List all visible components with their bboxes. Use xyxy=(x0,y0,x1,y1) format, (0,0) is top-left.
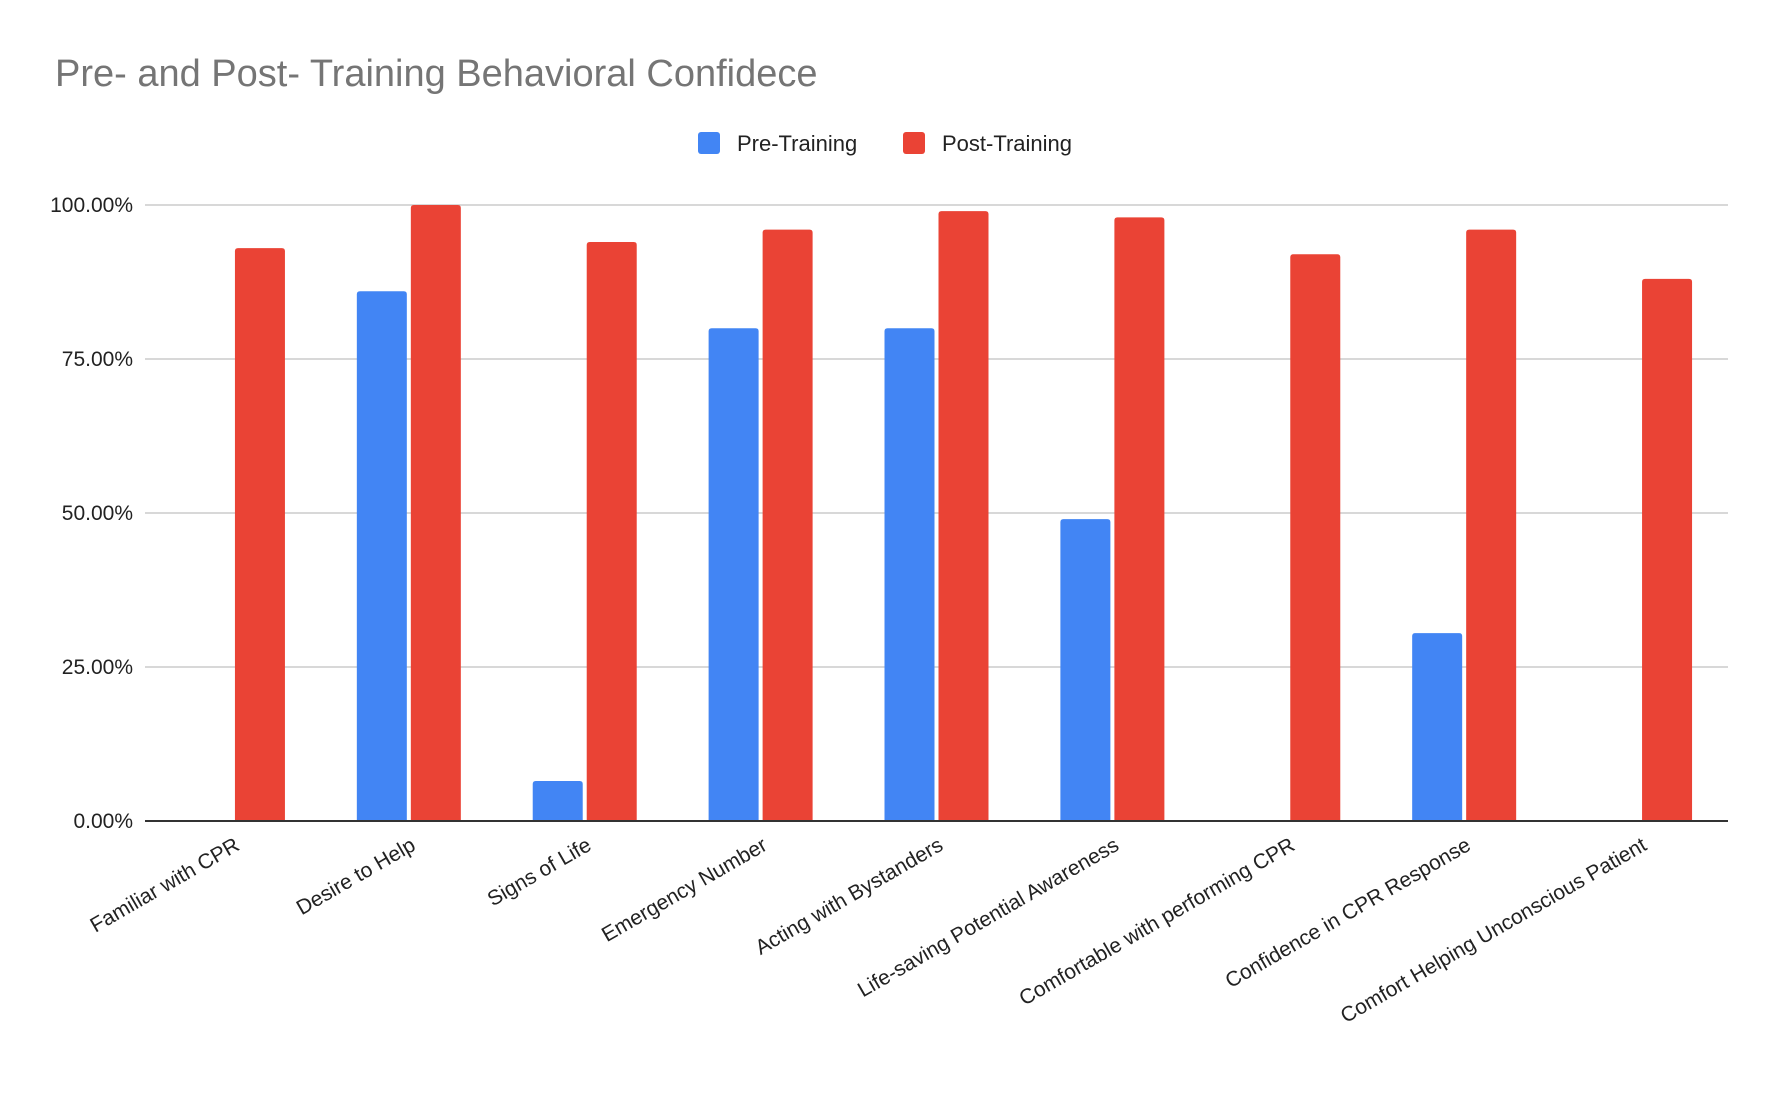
legend-swatch-post xyxy=(903,132,925,154)
bar-post-6 xyxy=(1290,254,1341,821)
bar-pre-1 xyxy=(356,291,407,821)
bar-post-0 xyxy=(234,248,285,821)
chart-title: Pre- and Post- Training Behavioral Confi… xyxy=(55,53,818,95)
legend-label-pre: Pre-Training xyxy=(737,131,857,156)
legend-label-post: Post-Training xyxy=(942,131,1072,156)
y-tick-label: 75.00% xyxy=(62,348,133,371)
legend-swatch-pre xyxy=(698,132,720,154)
bar-pre-4 xyxy=(884,328,935,821)
x-tick-label: Comfort Helping Unconscious Patient xyxy=(1337,833,1651,1028)
bar-pre-5 xyxy=(1060,519,1111,821)
x-tick-label: Comfortable with performing CPR xyxy=(1015,833,1298,1010)
x-axis-labels: Familiar with CPR Desire to Help Signs of … xyxy=(86,833,1650,1028)
x-tick-label: Signs of Life xyxy=(484,833,596,911)
bar-pre-7 xyxy=(1412,633,1463,821)
y-tick-label: 0.00% xyxy=(73,810,133,833)
gridlines xyxy=(145,204,1728,668)
legend: Pre-Training Post-Training xyxy=(698,131,1072,156)
y-tick-label: 25.00% xyxy=(62,656,133,679)
bar-post-8 xyxy=(1642,278,1693,821)
bar-post-2 xyxy=(586,241,637,821)
x-tick-label: Acting with Bystanders xyxy=(752,833,947,959)
y-tick-label: 50.00% xyxy=(62,502,133,525)
x-tick-label: Emergency Number xyxy=(598,833,771,946)
x-tick-label: Desire to Help xyxy=(293,833,420,919)
y-tick-label: 100.00% xyxy=(50,194,133,217)
x-tick-label: Familiar with CPR xyxy=(86,833,243,937)
bars xyxy=(234,205,1693,821)
bar-post-3 xyxy=(762,229,813,821)
bar-post-1 xyxy=(410,205,461,821)
bar-post-5 xyxy=(1114,217,1165,821)
bar-post-7 xyxy=(1466,229,1517,821)
bar-pre-2 xyxy=(532,780,583,821)
bar-pre-3 xyxy=(708,328,759,821)
y-axis-ticks: 0.00% 25.00% 50.00% 75.00% 100.00% xyxy=(50,194,133,833)
bar-post-4 xyxy=(938,211,989,821)
